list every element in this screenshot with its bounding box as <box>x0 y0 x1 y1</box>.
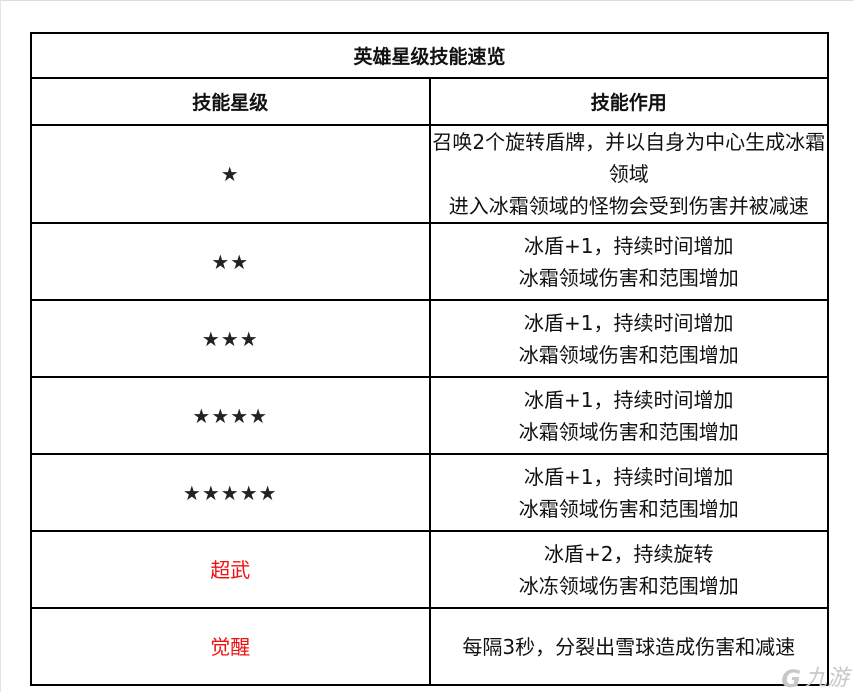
effect-line: 进入冰霜领域的怪物会受到伤害并被减速 <box>448 194 809 218</box>
header-skill-effect: 技能作用 <box>428 77 829 126</box>
star-level: ★★★ <box>30 299 431 378</box>
skill-effect: 冰盾+2，持续旋转 冰冻领域伤害和范围增加 <box>428 530 829 609</box>
table-row: ★★ 冰盾+1，持续时间增加 冰霜领域伤害和范围增加 <box>30 222 829 301</box>
star-level: ★ <box>30 124 431 224</box>
effect-line: 召唤2个旋转盾牌，并以自身为中心生成冰霜领域 <box>432 130 826 186</box>
star-level: ★★★★ <box>30 376 431 455</box>
effect-line: 冰霜领域伤害和范围增加 <box>518 342 739 367</box>
effect-line: 每隔3秒，分裂出雪球造成伤害和减速 <box>462 634 796 659</box>
table-row: 超武 冰盾+2，持续旋转 冰冻领域伤害和范围增加 <box>30 530 829 609</box>
star-level: 觉醒 <box>30 607 431 686</box>
star-level: ★★ <box>30 222 431 301</box>
effect-line: 冰盾+1，持续时间增加 <box>524 464 734 489</box>
skill-effect: 召唤2个旋转盾牌，并以自身为中心生成冰霜领域进入冰霜领域的怪物会受到伤害并被减速 <box>428 124 829 224</box>
watermark-text: 九游 <box>804 666 849 691</box>
effect-line: 冰盾+2，持续旋转 <box>544 541 714 566</box>
skill-effect: 冰盾+1，持续时间增加 冰霜领域伤害和范围增加 <box>428 299 829 378</box>
effect-line: 冰盾+1，持续时间增加 <box>524 310 734 335</box>
table-row: ★★★ 冰盾+1，持续时间增加 冰霜领域伤害和范围增加 <box>30 299 829 378</box>
effect-line: 冰霜领域伤害和范围增加 <box>518 265 739 290</box>
effect-line: 冰冻领域伤害和范围增加 <box>518 573 739 598</box>
hero-star-skill-table: 英雄星级技能速览 技能星级 技能作用 ★ 召唤2个旋转盾牌，并以自身为中心生成冰… <box>30 32 829 686</box>
star-level: 超武 <box>30 530 431 609</box>
watermark-logo: G 九游 <box>781 665 849 693</box>
skill-effect: 冰盾+1，持续时间增加 冰霜领域伤害和范围增加 <box>428 376 829 455</box>
logo-icon: G <box>781 665 801 693</box>
effect-line: 冰霜领域伤害和范围增加 <box>518 419 739 444</box>
table-row: ★★★★ 冰盾+1，持续时间增加 冰霜领域伤害和范围增加 <box>30 376 829 455</box>
skill-effect: 冰盾+1，持续时间增加 冰霜领域伤害和范围增加 <box>428 453 829 532</box>
star-level: ★★★★★ <box>30 453 431 532</box>
skill-effect: 冰盾+1，持续时间增加 冰霜领域伤害和范围增加 <box>428 222 829 301</box>
effect-line: 冰盾+1，持续时间增加 <box>524 387 734 412</box>
table-row: ★ 召唤2个旋转盾牌，并以自身为中心生成冰霜领域进入冰霜领域的怪物会受到伤害并被… <box>30 124 829 224</box>
table-row: 觉醒 每隔3秒，分裂出雪球造成伤害和减速 <box>30 607 829 686</box>
effect-line: 冰霜领域伤害和范围增加 <box>518 496 739 521</box>
table-title: 英雄星级技能速览 <box>30 32 829 79</box>
header-star-level: 技能星级 <box>30 77 431 126</box>
effect-line: 冰盾+1，持续时间增加 <box>524 233 734 258</box>
table-row: ★★★★★ 冰盾+1，持续时间增加 冰霜领域伤害和范围增加 <box>30 453 829 532</box>
skill-effect: 每隔3秒，分裂出雪球造成伤害和减速 <box>428 607 829 686</box>
